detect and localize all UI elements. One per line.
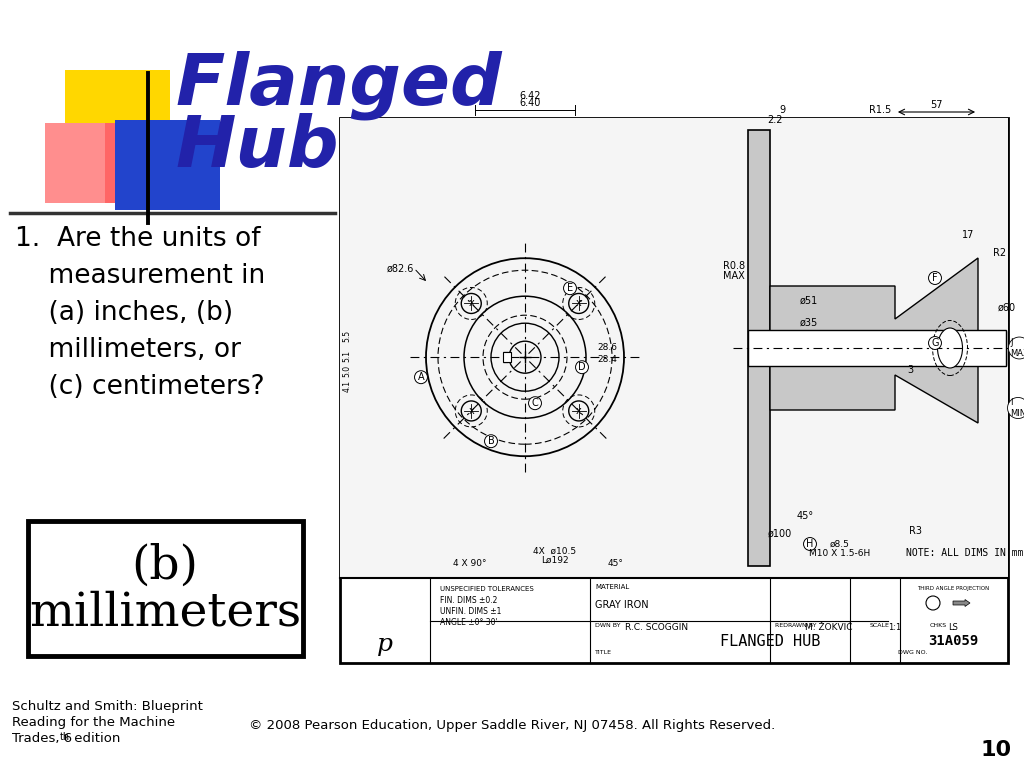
Text: 17: 17 [962,230,974,240]
Text: x: x [468,406,474,416]
Text: REDRAWN BY: REDRAWN BY [775,623,816,628]
Bar [503,353,511,362]
Text: millimeters: millimeters [29,591,301,636]
Text: 6.40: 6.40 [519,98,541,108]
Polygon shape [770,365,978,423]
Bar [115,120,220,210]
Text: R1.5: R1.5 [869,105,891,115]
Text: Hub: Hub [175,113,339,182]
Text: edition: edition [70,732,121,745]
Text: 1:1: 1:1 [888,623,901,632]
Text: 4X  ø10.5: 4X ø10.5 [534,547,577,556]
Text: x: x [468,299,474,309]
Text: MAX: MAX [723,271,745,281]
Text: ø100: ø100 [768,529,793,539]
Text: 57: 57 [930,100,943,110]
Text: 5.0: 5.0 [342,365,351,377]
Text: 1.  Are the units of
    measurement in
    (a) inches, (b)
    millimeters, or
: 1. Are the units of measurement in (a) i… [15,226,265,400]
Text: 4 X 90°: 4 X 90° [454,559,486,568]
Text: A: A [418,372,424,382]
Text: DWG NO.: DWG NO. [898,650,928,655]
Text: th: th [60,732,70,742]
Text: ø60: ø60 [998,303,1016,313]
Text: 45°: 45° [797,511,813,521]
Text: ANGLE ±0° 30': ANGLE ±0° 30' [440,618,498,627]
Text: p: p [377,634,393,657]
Text: Schultz and Smith: Blueprint: Schultz and Smith: Blueprint [12,700,203,713]
Text: D: D [579,362,586,372]
Text: B: B [487,436,495,446]
Text: (b): (b) [131,544,199,588]
Text: ø8.5: ø8.5 [830,539,850,548]
Text: M10 X 1.5-6H: M10 X 1.5-6H [809,548,870,558]
Text: Lø192: Lø192 [542,556,568,565]
Bar [340,118,1008,578]
Bar [45,123,140,203]
Text: R.C. SCOGGIN: R.C. SCOGGIN [625,623,688,632]
Text: 31A059: 31A059 [928,634,978,648]
Text: x: x [575,299,582,309]
Text: 9: 9 [779,105,785,115]
Text: Flanged: Flanged [175,50,502,120]
Text: UNSPECIFIED TOLERANCES: UNSPECIFIED TOLERANCES [440,586,534,592]
Ellipse shape [938,328,963,368]
Text: R2: R2 [993,248,1007,258]
FancyArrow shape [953,600,970,607]
Text: 5.1: 5.1 [342,350,351,362]
Text: 4.1: 4.1 [342,380,351,392]
Text: 28.6: 28.6 [597,343,617,352]
Text: G: G [931,338,939,348]
Text: SCALE: SCALE [870,623,890,628]
Text: FIN. DIMS ±0.2: FIN. DIMS ±0.2 [440,596,498,605]
Text: 5.5: 5.5 [342,330,351,343]
Text: x: x [575,406,582,416]
Text: © 2008 Pearson Education, Upper Saddle River, NJ 07458. All Rights Reserved.: © 2008 Pearson Education, Upper Saddle R… [249,720,775,733]
Text: FLANGED HUB: FLANGED HUB [720,634,820,648]
Text: H: H [806,539,814,549]
Text: Reading for the Machine: Reading for the Machine [12,716,175,729]
Text: I
MIN: I MIN [1010,399,1024,418]
Text: ø82.6: ø82.6 [387,263,414,273]
Text: 3: 3 [907,365,913,375]
Bar [748,330,1006,366]
Text: J
MAX: J MAX [1010,338,1024,358]
Text: F: F [932,273,938,283]
Text: NOTE: ALL DIMS IN mm: NOTE: ALL DIMS IN mm [906,548,1024,558]
Text: DWN BY: DWN BY [595,623,621,628]
Bar [28,521,303,656]
Text: THIRD ANGLE PROJECTION: THIRD ANGLE PROJECTION [916,586,989,591]
Text: Trades, 6: Trades, 6 [12,732,72,745]
Text: ø35: ø35 [800,318,818,328]
Bar [45,123,105,203]
Text: 6.42: 6.42 [519,91,541,101]
Bar [748,130,770,566]
Text: 45°: 45° [607,559,623,568]
Text: LS: LS [948,623,957,632]
Text: CHKS: CHKS [930,623,947,628]
Text: 2.2: 2.2 [767,115,782,125]
Text: R0.8: R0.8 [723,261,745,271]
Text: C: C [531,398,539,409]
Text: GRAY IRON: GRAY IRON [595,600,648,610]
Polygon shape [770,258,978,331]
Bar [65,70,170,165]
Text: UNFIN. DIMS ±1: UNFIN. DIMS ±1 [440,607,502,616]
Text: MATERIAL: MATERIAL [595,584,630,590]
Bar [978,331,1006,365]
Text: 10: 10 [981,740,1012,760]
Text: R3: R3 [908,526,922,536]
Text: ø51: ø51 [800,296,818,306]
Bar [340,118,1008,663]
Text: TITLE: TITLE [595,650,612,655]
Text: M. ŽOKVIĆ: M. ŽOKVIĆ [805,623,853,632]
Text: 28.4: 28.4 [597,355,616,364]
Text: E: E [567,283,573,293]
